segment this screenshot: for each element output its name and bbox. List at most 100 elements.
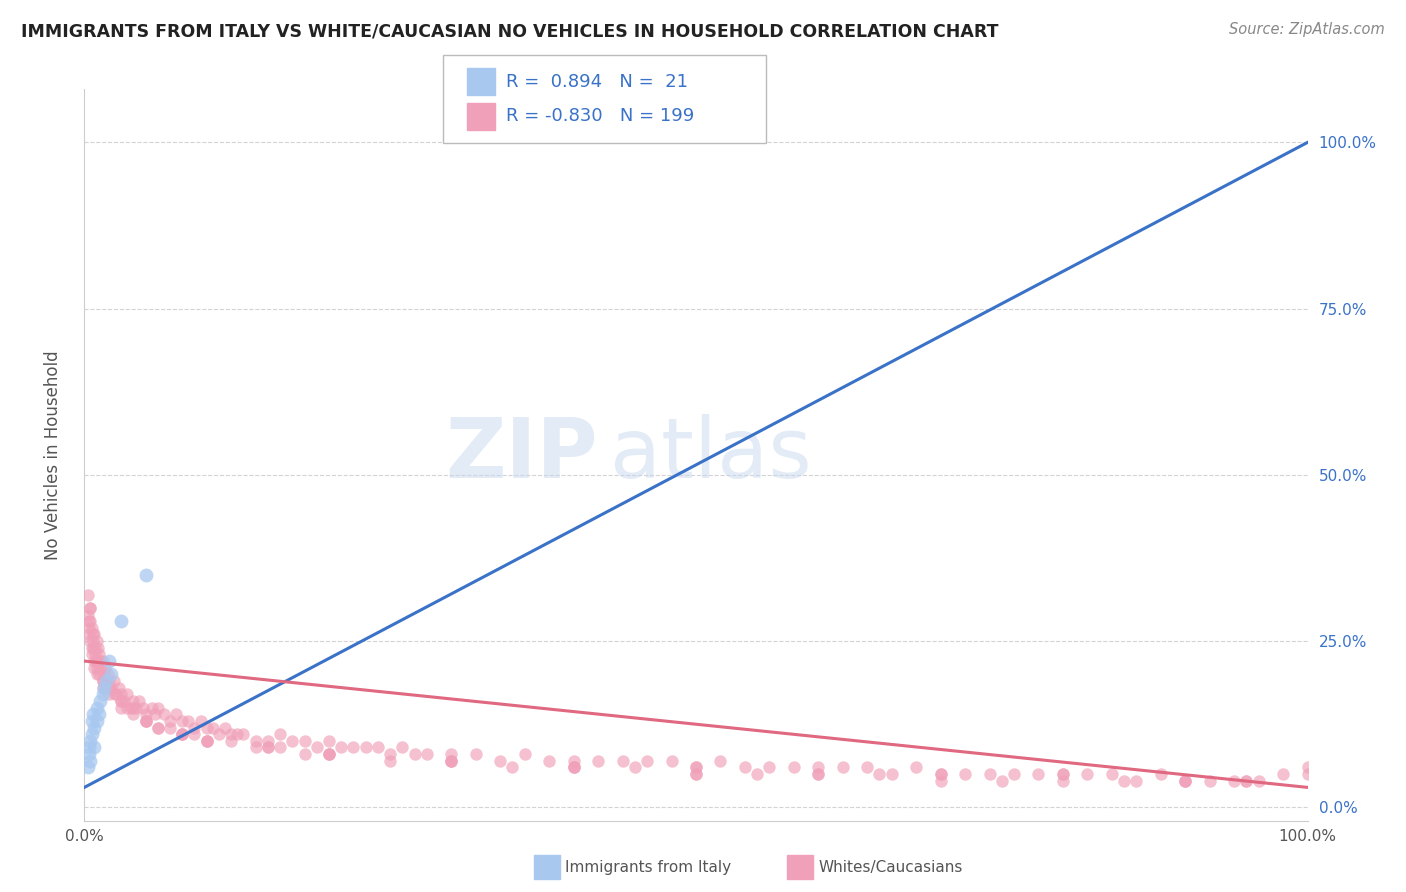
Point xyxy=(83,654,105,668)
Point xyxy=(110,687,132,701)
Point xyxy=(856,760,879,774)
Point xyxy=(783,760,806,774)
Point xyxy=(135,707,157,722)
Point xyxy=(661,754,683,768)
Point xyxy=(294,747,316,761)
Point xyxy=(86,714,108,728)
Point xyxy=(245,740,267,755)
Point xyxy=(1150,767,1173,781)
Point xyxy=(77,607,100,622)
Point xyxy=(165,707,187,722)
Point xyxy=(318,734,340,748)
Point xyxy=(330,740,353,755)
Point xyxy=(281,734,304,748)
Point xyxy=(146,721,169,735)
Point xyxy=(269,740,291,755)
Point xyxy=(100,681,122,695)
Point xyxy=(183,727,205,741)
Point xyxy=(612,754,634,768)
Point xyxy=(586,754,609,768)
Point xyxy=(172,727,194,741)
Point xyxy=(143,707,166,722)
Point xyxy=(128,694,150,708)
Point xyxy=(97,681,120,695)
Point xyxy=(87,707,110,722)
Point xyxy=(195,734,218,748)
Point xyxy=(107,681,129,695)
Point xyxy=(77,621,100,635)
Point xyxy=(135,567,157,582)
Point xyxy=(87,640,110,655)
Point xyxy=(380,747,402,761)
Point xyxy=(96,673,118,688)
Point xyxy=(77,588,100,602)
Point xyxy=(93,681,115,695)
Point xyxy=(562,760,585,774)
Point xyxy=(183,721,205,735)
Point xyxy=(96,681,118,695)
Point xyxy=(125,700,148,714)
Point xyxy=(195,734,218,748)
Point xyxy=(269,727,291,741)
Point xyxy=(1174,773,1197,788)
Point xyxy=(464,747,486,761)
Point xyxy=(953,767,976,781)
Point xyxy=(1114,773,1136,788)
Point xyxy=(1076,767,1098,781)
Point xyxy=(91,673,114,688)
Point xyxy=(201,721,224,735)
Text: Source: ZipAtlas.com: Source: ZipAtlas.com xyxy=(1229,22,1385,37)
Point xyxy=(97,673,120,688)
Point xyxy=(929,767,952,781)
Point xyxy=(807,760,830,774)
Point xyxy=(120,700,142,714)
Point xyxy=(1198,773,1220,788)
Point xyxy=(97,654,120,668)
Point xyxy=(82,634,104,648)
Text: atlas: atlas xyxy=(610,415,813,495)
Point xyxy=(807,767,830,781)
Point xyxy=(83,740,105,755)
Point xyxy=(318,747,340,761)
Point xyxy=(86,634,108,648)
Point xyxy=(82,707,104,722)
Point xyxy=(305,740,328,755)
Point xyxy=(219,727,242,741)
Point xyxy=(93,667,115,681)
Point xyxy=(91,654,114,668)
Point xyxy=(153,707,176,722)
Point xyxy=(89,694,111,708)
Point xyxy=(177,714,200,728)
Point xyxy=(110,700,132,714)
Point xyxy=(391,740,413,755)
Point xyxy=(86,654,108,668)
Point xyxy=(80,727,103,741)
Point xyxy=(1174,773,1197,788)
Point xyxy=(80,714,103,728)
Point xyxy=(1236,773,1258,788)
Point xyxy=(440,754,463,768)
Point xyxy=(122,707,145,722)
Point xyxy=(87,648,110,662)
Point xyxy=(80,640,103,655)
Point xyxy=(905,760,928,774)
Point xyxy=(807,767,830,781)
Point xyxy=(440,747,463,761)
Point xyxy=(685,760,707,774)
Point xyxy=(1296,760,1319,774)
Point xyxy=(636,754,658,768)
Point xyxy=(79,734,101,748)
Point xyxy=(97,681,120,695)
Point xyxy=(89,654,111,668)
Point xyxy=(96,673,118,688)
Point xyxy=(538,754,561,768)
Point xyxy=(172,727,194,741)
Point xyxy=(1247,773,1270,788)
Point xyxy=(83,721,105,735)
Point xyxy=(929,773,952,788)
Point xyxy=(86,661,108,675)
Point xyxy=(245,734,267,748)
Point xyxy=(159,721,181,735)
Point xyxy=(1052,767,1074,781)
Point xyxy=(831,760,853,774)
